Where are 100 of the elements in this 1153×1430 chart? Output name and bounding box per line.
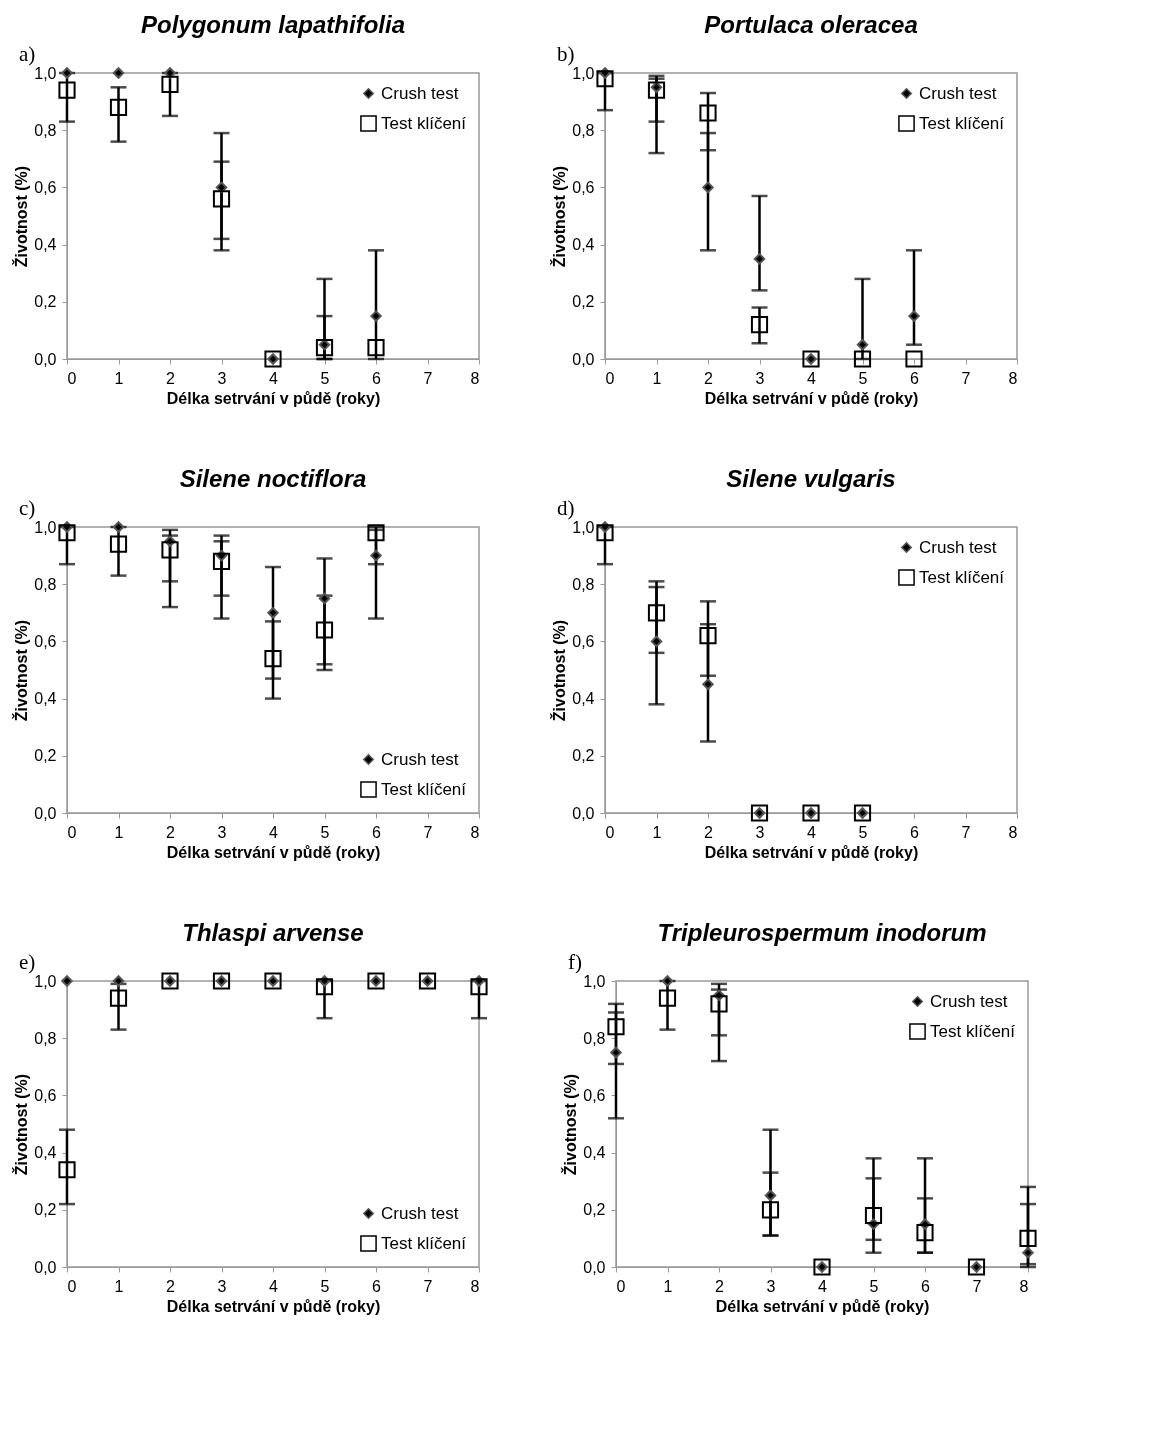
point [109, 535, 128, 553]
text: b) [557, 42, 575, 66]
y-tick-label: 0,4 [572, 690, 595, 708]
x-tick-label: 7 [423, 823, 433, 841]
y-tick-label: 1,0 [34, 518, 57, 536]
y-tick-label: 0,4 [34, 236, 57, 254]
x-tick-label: 6 [910, 369, 920, 387]
point [470, 978, 488, 996]
x-tick-label: 4 [818, 1277, 828, 1295]
y-tick-label: 0,6 [34, 632, 57, 650]
legend-label: Test klíčení [381, 779, 467, 799]
x-tick-label: 3 [755, 823, 765, 841]
y-tick-label: 0,4 [34, 690, 57, 708]
point [710, 995, 728, 1013]
y-tick-label: 0,8 [572, 121, 595, 139]
y-tick-label: 0,6 [34, 178, 57, 196]
y-tick-label: 0,0 [34, 1258, 57, 1276]
legend-label: Crush test [381, 1203, 459, 1223]
x-tick-label: 1 [114, 823, 124, 841]
x-tick-label: 8 [1019, 1277, 1029, 1295]
y-tick-label: 1,0 [583, 972, 606, 990]
y-tick-label: 0,4 [583, 1144, 606, 1162]
y-tick-label: 0,6 [34, 1086, 57, 1104]
point [109, 989, 128, 1007]
chart-title: Tripleurospermum inodorum [657, 919, 987, 946]
x-tick-label: 5 [858, 823, 868, 841]
y-tick-label: 1,0 [572, 518, 595, 536]
x-tick-label: 4 [269, 369, 279, 387]
point [908, 310, 920, 322]
y-tick-label: 0,2 [572, 747, 595, 765]
point [864, 1206, 883, 1225]
point [212, 190, 231, 208]
x-tick-label: 6 [372, 1277, 382, 1295]
x-tick-label: 1 [114, 369, 124, 387]
point [61, 67, 73, 79]
point [370, 310, 382, 322]
x-tick-label: 1 [652, 823, 662, 841]
y-tick-label: 0,2 [34, 747, 57, 765]
x-tick-label: 8 [470, 1277, 480, 1295]
x-tick-label: 4 [807, 823, 817, 841]
x-tick-label: 0 [67, 369, 77, 387]
point [109, 98, 128, 116]
x-tick-label: 1 [114, 1277, 124, 1295]
chart-title: Thlaspi arvense [182, 919, 364, 946]
x-tick-label: 4 [269, 823, 279, 841]
y-tick-label: 0,0 [34, 804, 57, 822]
chart-title: Polygonum lapathifolia [140, 11, 406, 38]
point [750, 316, 769, 334]
text: d) [557, 496, 575, 520]
x-tick-label: 2 [166, 823, 176, 841]
y-tick-label: 0,0 [34, 350, 57, 368]
y-tick-label: 0,8 [572, 575, 595, 593]
point [164, 67, 176, 79]
y-tick-label: 0,4 [572, 236, 595, 254]
point [761, 1201, 780, 1219]
x-tick-label: 4 [807, 369, 817, 387]
legend-label: Test klíčení [930, 1021, 1016, 1041]
point [315, 978, 334, 996]
y-tick-label: 1,0 [34, 972, 57, 990]
point [647, 604, 666, 622]
point [112, 975, 125, 987]
legend-label: Crush test [930, 991, 1008, 1011]
point [161, 75, 179, 94]
legend-label: Test klíčení [381, 113, 467, 133]
point [212, 552, 231, 570]
legend-label: Crush test [919, 83, 997, 103]
x-tick-label: 4 [269, 1277, 279, 1295]
x-tick-label: 2 [166, 369, 176, 387]
x-tick-label: 3 [217, 1277, 227, 1295]
x-tick-label: 3 [217, 823, 227, 841]
x-axis-title: Délka setrvání v půdě (roky) [704, 389, 919, 407]
x-tick-label: 1 [652, 369, 662, 387]
point [1019, 1229, 1037, 1247]
y-tick-label: 0,6 [583, 1086, 606, 1104]
text: f) [568, 950, 582, 974]
text: c) [19, 496, 36, 520]
point [367, 338, 385, 357]
x-tick-label: 0 [605, 369, 615, 387]
point [916, 1224, 934, 1242]
y-axis-title: Životnost (%) [550, 619, 569, 722]
point [647, 81, 666, 99]
x-tick-label: 6 [372, 823, 382, 841]
x-tick-label: 7 [972, 1277, 982, 1295]
y-tick-label: 0,0 [572, 350, 595, 368]
text: a) [19, 42, 36, 66]
point [905, 350, 923, 368]
point [58, 81, 76, 99]
point [58, 524, 76, 542]
x-tick-label: 2 [166, 1277, 176, 1295]
x-axis-title: Délka setrvání v půdě (roky) [704, 843, 919, 861]
y-tick-label: 0,0 [583, 1258, 606, 1276]
x-tick-label: 0 [605, 823, 615, 841]
legend-label: Test klíčení [919, 567, 1005, 587]
x-tick-label: 3 [755, 369, 765, 387]
point [112, 521, 125, 533]
x-tick-label: 8 [470, 823, 480, 841]
x-axis-title: Délka setrvání v půdě (roky) [166, 843, 381, 861]
y-tick-label: 0,8 [583, 1029, 606, 1047]
point [267, 607, 279, 619]
x-tick-label: 8 [1008, 823, 1018, 841]
